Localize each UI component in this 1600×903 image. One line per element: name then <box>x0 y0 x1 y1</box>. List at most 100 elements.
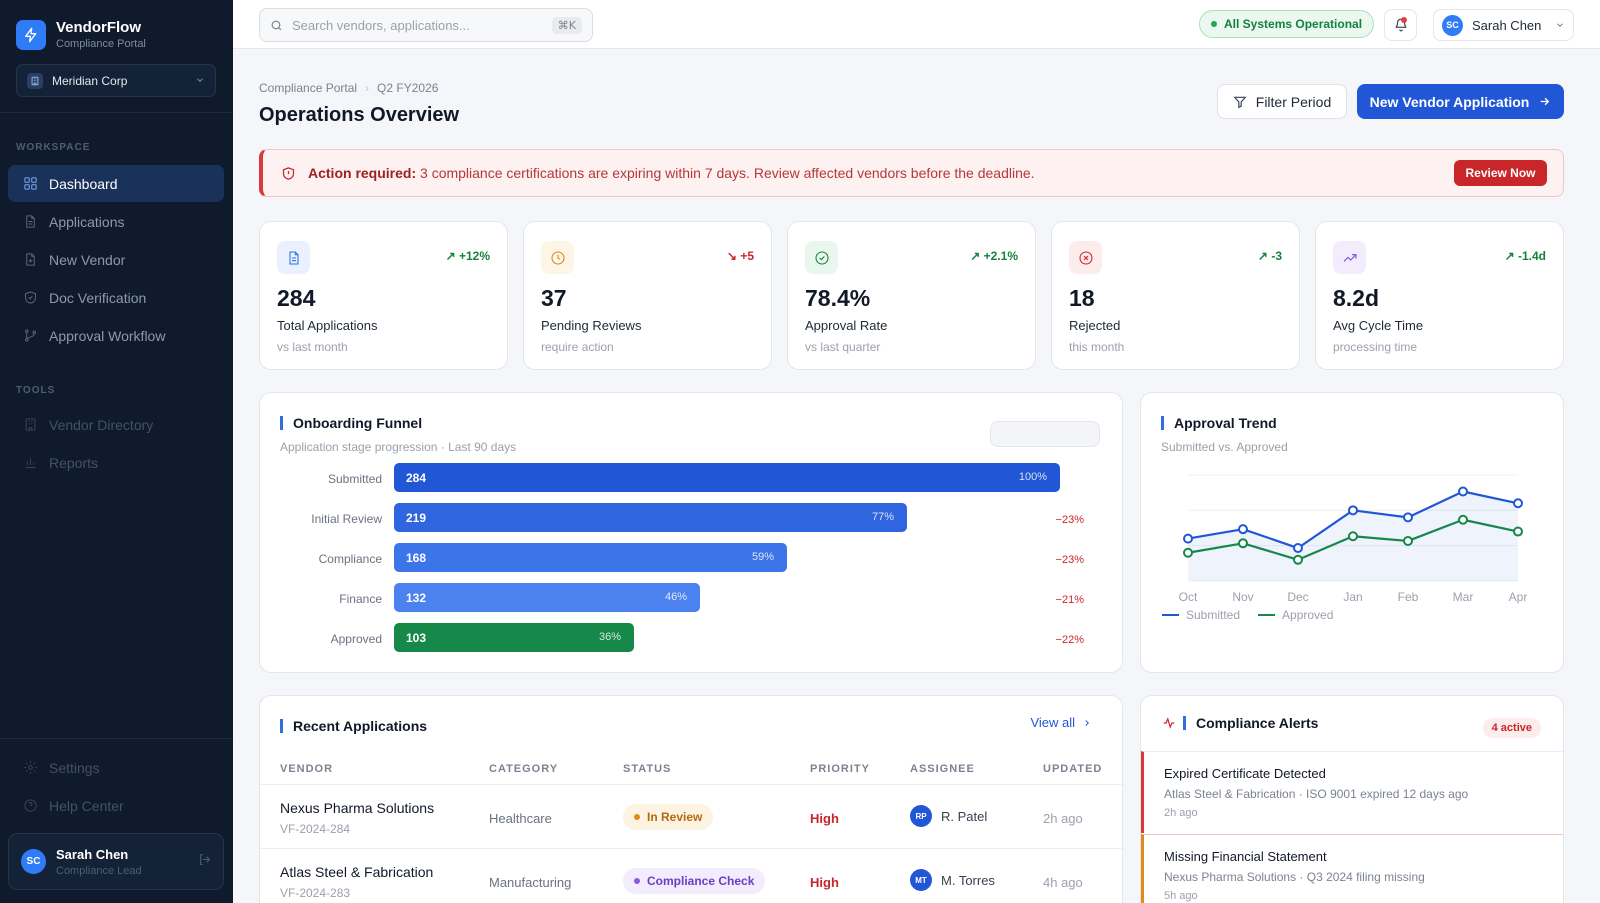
new-vendor-application-label: New Vendor Application <box>1369 93 1530 110</box>
search-box[interactable]: ⌘K <box>259 8 593 42</box>
kpi-subtext: vs last month <box>277 340 348 354</box>
funnel-dropoff: −23% <box>1055 554 1084 566</box>
notification-dot <box>1401 17 1407 23</box>
search-icon <box>271 20 282 30</box>
brand-subtitle: Compliance Portal <box>56 38 146 50</box>
assignee: RP R. Patel <box>910 805 987 827</box>
funnel-row[interactable]: Approved 103 36% −22% <box>260 623 1105 653</box>
vendor-name[interactable]: Atlas Steel & Fabrication <box>280 864 434 880</box>
panel-title: Compliance Alerts <box>1183 716 1318 730</box>
sidebar-item-dashboard[interactable]: Dashboard <box>8 165 224 202</box>
kpi-icon-box <box>1069 241 1102 274</box>
compliance-alert-item[interactable]: Expired Certificate Detected Atlas Steel… <box>1141 751 1563 833</box>
funnel-range-toggle[interactable] <box>990 421 1100 447</box>
trend-arrow-icon: ↗ <box>970 249 981 263</box>
sidebar-user-card[interactable]: SC Sarah Chen Compliance Lead <box>8 833 224 890</box>
funnel-percent: 77% <box>871 511 894 523</box>
user-role: Compliance Lead <box>56 864 142 877</box>
grid-icon <box>24 177 37 190</box>
vendor-name[interactable]: Nexus Pharma Solutions <box>280 800 435 816</box>
onboarding-funnel-panel: Onboarding Funnel Application stage prog… <box>259 392 1123 673</box>
kpi-icon-box <box>541 241 574 274</box>
avatar: RP <box>910 805 932 827</box>
kpi-delta-value: -1.4d <box>1517 249 1546 263</box>
org-name: Meridian Corp <box>52 73 128 88</box>
search-input[interactable] <box>292 17 543 33</box>
funnel-percent: 36% <box>598 631 621 643</box>
kpi-value: 284 <box>277 285 316 311</box>
funnel-stage-label: Submitted <box>327 472 382 486</box>
kpi-delta-value: +5 <box>740 249 754 263</box>
review-now-button[interactable]: Review Now <box>1454 160 1547 186</box>
x-tick-label: Dec <box>1287 590 1308 604</box>
section-label-tools: TOOLS <box>16 385 56 396</box>
funnel-row[interactable]: Compliance 168 59% −23% <box>260 543 1105 573</box>
funnel-bar: 168 59% <box>394 543 787 572</box>
sidebar-item-applications[interactable]: Applications <box>8 203 224 240</box>
table-row[interactable]: Nexus Pharma Solutions VF-2024-284 Healt… <box>260 784 1124 848</box>
alert-body: 3 compliance certifications are expiring… <box>416 165 1035 181</box>
clock-icon <box>550 250 565 265</box>
sidebar-item-label: Approval Workflow <box>49 327 166 344</box>
filter-period-button[interactable]: Filter Period <box>1217 84 1347 119</box>
funnel-dropoff: −23% <box>1055 514 1084 526</box>
breadcrumb-item[interactable]: Compliance Portal <box>259 81 358 95</box>
check-circle-icon <box>814 250 829 265</box>
data-point <box>1183 547 1193 558</box>
gear-icon <box>24 761 37 774</box>
avatar: SC <box>21 849 46 874</box>
kpi-value: 8.2d <box>1333 285 1380 311</box>
sidebar-item-reports[interactable]: Reports <box>8 444 224 481</box>
alert-time: 2h ago <box>1164 807 1198 819</box>
vendor-category: Healthcare <box>489 811 552 826</box>
column-header-assignee[interactable]: ASSIGNEE <box>910 763 975 775</box>
notifications-button[interactable] <box>1384 9 1417 41</box>
kpi-subtext: this month <box>1069 340 1125 354</box>
kpi-subtext: vs last quarter <box>805 340 881 354</box>
arrow-right-icon <box>1541 97 1550 106</box>
new-vendor-application-button[interactable]: New Vendor Application <box>1357 84 1564 119</box>
bolt-icon <box>16 19 46 50</box>
user-menu-name: Sarah Chen <box>1472 17 1542 33</box>
sidebar-item-vendor-directory[interactable]: Vendor Directory <box>8 406 224 443</box>
view-all-link[interactable]: View all <box>1030 715 1092 730</box>
chevron-down-icon <box>195 72 205 90</box>
brand[interactable]: VendorFlow Compliance Portal <box>16 19 146 50</box>
sidebar-item-new-vendor[interactable]: New Vendor <box>8 241 224 278</box>
column-header-category[interactable]: CATEGORY <box>489 763 559 775</box>
sidebar-divider <box>0 738 233 739</box>
sidebar-item-doc-verification[interactable]: Doc Verification <box>8 279 224 316</box>
alert-title: Expired Certificate Detected <box>1164 766 1326 781</box>
compliance-alert-item[interactable]: Missing Financial Statement Nexus Pharma… <box>1141 834 1563 903</box>
shield-alert-icon <box>282 166 295 180</box>
sidebar-item-approval-workflow[interactable]: Approval Workflow <box>8 317 224 354</box>
panel-subtitle: Submitted vs. Approved <box>1161 440 1288 454</box>
updated-time: 2h ago <box>1043 811 1083 826</box>
sidebar-item-label: New Vendor <box>49 251 126 268</box>
table-row[interactable]: Atlas Steel & Fabrication VF-2024-283 Ma… <box>260 848 1124 903</box>
trend-arrow-icon: ↘ <box>726 249 737 263</box>
column-header-updated[interactable]: UPDATED <box>1043 763 1103 775</box>
org-switcher[interactable]: Meridian Corp <box>16 64 216 97</box>
sidebar-item-settings[interactable]: Settings <box>8 749 224 786</box>
data-point <box>1183 533 1193 544</box>
alert-title: Missing Financial Statement <box>1164 849 1327 864</box>
funnel-row[interactable]: Submitted 284 100% <box>260 463 1105 493</box>
compliance-alerts-panel: Compliance Alerts 4 active Expired Certi… <box>1140 695 1564 903</box>
sidebar-item-label: Vendor Directory <box>49 416 154 433</box>
funnel-row[interactable]: Finance 132 46% −21% <box>260 583 1105 613</box>
panel-title: Approval Trend <box>1161 416 1277 430</box>
avatar: MT <box>910 869 932 891</box>
sidebar-item-help-center[interactable]: Help Center <box>8 787 224 824</box>
logout-icon[interactable] <box>198 853 211 871</box>
column-header-priority[interactable]: PRIORITY <box>810 763 870 775</box>
shield-check-icon <box>25 291 36 304</box>
vendor-category: Manufacturing <box>489 875 572 890</box>
user-menu[interactable]: SC Sarah Chen <box>1433 9 1574 41</box>
trend-arrow-icon: ↗ <box>1504 249 1515 263</box>
approval-trend-panel: Approval Trend Submitted vs. Approved Oc… <box>1140 392 1564 673</box>
funnel-row[interactable]: Initial Review 219 77% −23% <box>260 503 1105 533</box>
legend-label: Submitted <box>1186 608 1241 622</box>
column-header-status[interactable]: STATUS <box>623 763 672 775</box>
column-header-vendor[interactable]: VENDOR <box>280 763 334 775</box>
